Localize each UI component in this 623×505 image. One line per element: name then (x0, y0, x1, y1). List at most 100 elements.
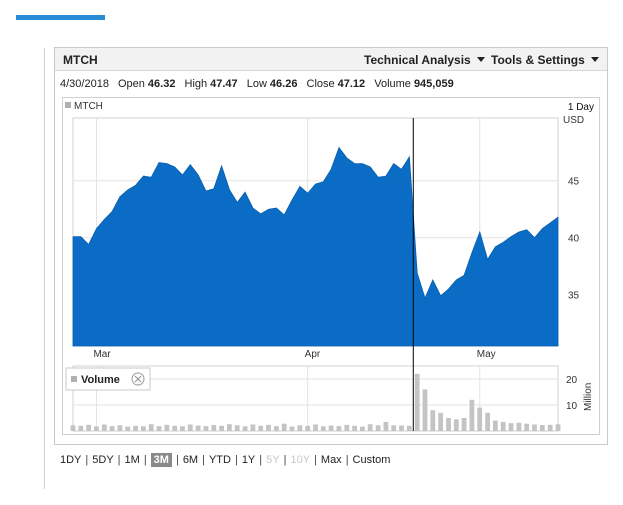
volume-bar (477, 407, 483, 431)
volume-bar (375, 425, 381, 431)
price-tick-label: 45 (568, 177, 580, 188)
volume-bar (422, 389, 428, 431)
close-icon-stroke (134, 375, 142, 383)
volume-bar (383, 421, 389, 431)
volume-bar (313, 424, 318, 431)
volume-label: Volume (374, 78, 411, 90)
interval-label: 1 Day (568, 102, 594, 113)
range-button-6m[interactable]: 6M (182, 454, 199, 466)
range-separator: | (175, 454, 179, 466)
volume-bar (485, 412, 490, 431)
volume-bar (344, 424, 350, 431)
tools-settings-menu[interactable]: Tools & Settings (491, 53, 599, 67)
volume-bar (352, 425, 357, 431)
volume-bar (148, 424, 154, 431)
range-button-1y[interactable]: 1Y (241, 454, 256, 466)
technical-analysis-menu[interactable]: Technical Analysis (364, 53, 485, 67)
high-value: 47.47 (210, 78, 238, 90)
volume-bar (539, 425, 545, 431)
volume-bar (94, 426, 99, 431)
range-separator: | (143, 454, 147, 466)
range-button-10y: 10Y (290, 454, 311, 466)
volume-bar (430, 410, 436, 431)
volume-bar (70, 425, 76, 431)
volume-bar (532, 424, 537, 431)
volume-bar (234, 425, 240, 431)
volume-bar (547, 424, 553, 431)
volume-bar (555, 424, 561, 431)
volume-bar (86, 424, 91, 431)
volume-bar (164, 424, 170, 431)
range-separator: | (283, 454, 287, 466)
volume-bar (399, 425, 404, 431)
volume-legend-label: Volume (81, 374, 120, 386)
volume-bar (461, 418, 467, 431)
volume-bar (125, 426, 131, 431)
volume-bar (117, 425, 123, 431)
volume-bar (500, 421, 506, 431)
volume-bar (367, 424, 373, 431)
range-button-ytd[interactable]: YTD (208, 454, 231, 466)
volume-bar (250, 424, 256, 431)
volume-bar (258, 425, 264, 431)
volume-bar (227, 424, 232, 431)
range-separator: | (314, 454, 317, 466)
x-tick-label: May (477, 349, 496, 360)
volume-bar (328, 425, 334, 431)
volume-bar (493, 420, 498, 431)
volume-bar (187, 424, 193, 431)
range-button-5y: 5Y (266, 454, 280, 466)
volume-bar (453, 419, 459, 431)
price-volume-chart[interactable]: USD 35 40 45 1 Day Mar Apr May MTCH 10 20 Million Vo… (63, 98, 601, 436)
chart-area[interactable]: USD 35 40 45 1 Day Mar Apr May MTCH 10 20 Million Vo… (62, 97, 600, 435)
symbol-title: MTCH (63, 53, 98, 67)
volume-bar (414, 373, 420, 431)
range-separator: | (345, 454, 349, 466)
volume-bar (180, 426, 185, 431)
volume-value: 945,059 (413, 78, 454, 90)
range-button-5dy[interactable]: 5DY (92, 454, 114, 466)
volume-legend-box (65, 367, 151, 391)
volume-bar (203, 426, 209, 431)
price-axis-unit: USD (563, 115, 584, 126)
stock-chart-panel: MTCH Technical Analysis Tools & Settings… (54, 47, 608, 445)
volume-bar (516, 422, 522, 431)
time-range-selector: 1DY | 5DY | 1M | 3M | 6M | YTD | 1Y | 5Y | 10Y | Max | Custo… (60, 453, 390, 467)
chart-header: MTCH Technical Analysis Tools & Settings (55, 48, 607, 71)
volume-bar (219, 425, 224, 431)
open-label: Open (118, 78, 145, 90)
volume-bar (469, 399, 475, 431)
range-button-1m[interactable]: 1M (124, 454, 140, 466)
volume-bar (242, 426, 248, 431)
volume-bar (266, 424, 271, 431)
volume-bar (172, 425, 178, 431)
brand-accent-bar (16, 15, 105, 20)
volume-bar (336, 426, 342, 431)
range-separator: | (259, 454, 263, 466)
close-value: 47.12 (337, 78, 366, 90)
volume-bar (320, 426, 326, 431)
volume-bar (156, 426, 162, 431)
volume-bar (406, 425, 412, 431)
volume-bar (297, 425, 303, 431)
low-value: 46.26 (269, 78, 298, 90)
volume-bar (508, 423, 514, 431)
volume-bar (133, 425, 138, 431)
legend-swatch (65, 102, 71, 108)
range-button-1dy[interactable]: 1DY (60, 454, 82, 466)
quote-date: 4/30/2018 (60, 78, 109, 90)
high-label: High (184, 78, 208, 90)
volume-bar (274, 426, 279, 431)
range-button-max[interactable]: Max (320, 454, 342, 466)
volume-tick-label: 10 (566, 401, 578, 412)
range-button-custom[interactable]: Custom (352, 454, 391, 466)
technical-analysis-label: Technical Analysis (364, 53, 471, 67)
volume-bar (195, 425, 201, 431)
volume-legend-swatch (71, 376, 77, 382)
range-separator: | (117, 454, 121, 466)
range-button-3m[interactable]: 3M (150, 453, 172, 467)
x-tick-label: Mar (93, 349, 111, 360)
volume-bar (101, 424, 107, 431)
range-separator: | (85, 454, 89, 466)
range-separator: | (234, 454, 238, 466)
